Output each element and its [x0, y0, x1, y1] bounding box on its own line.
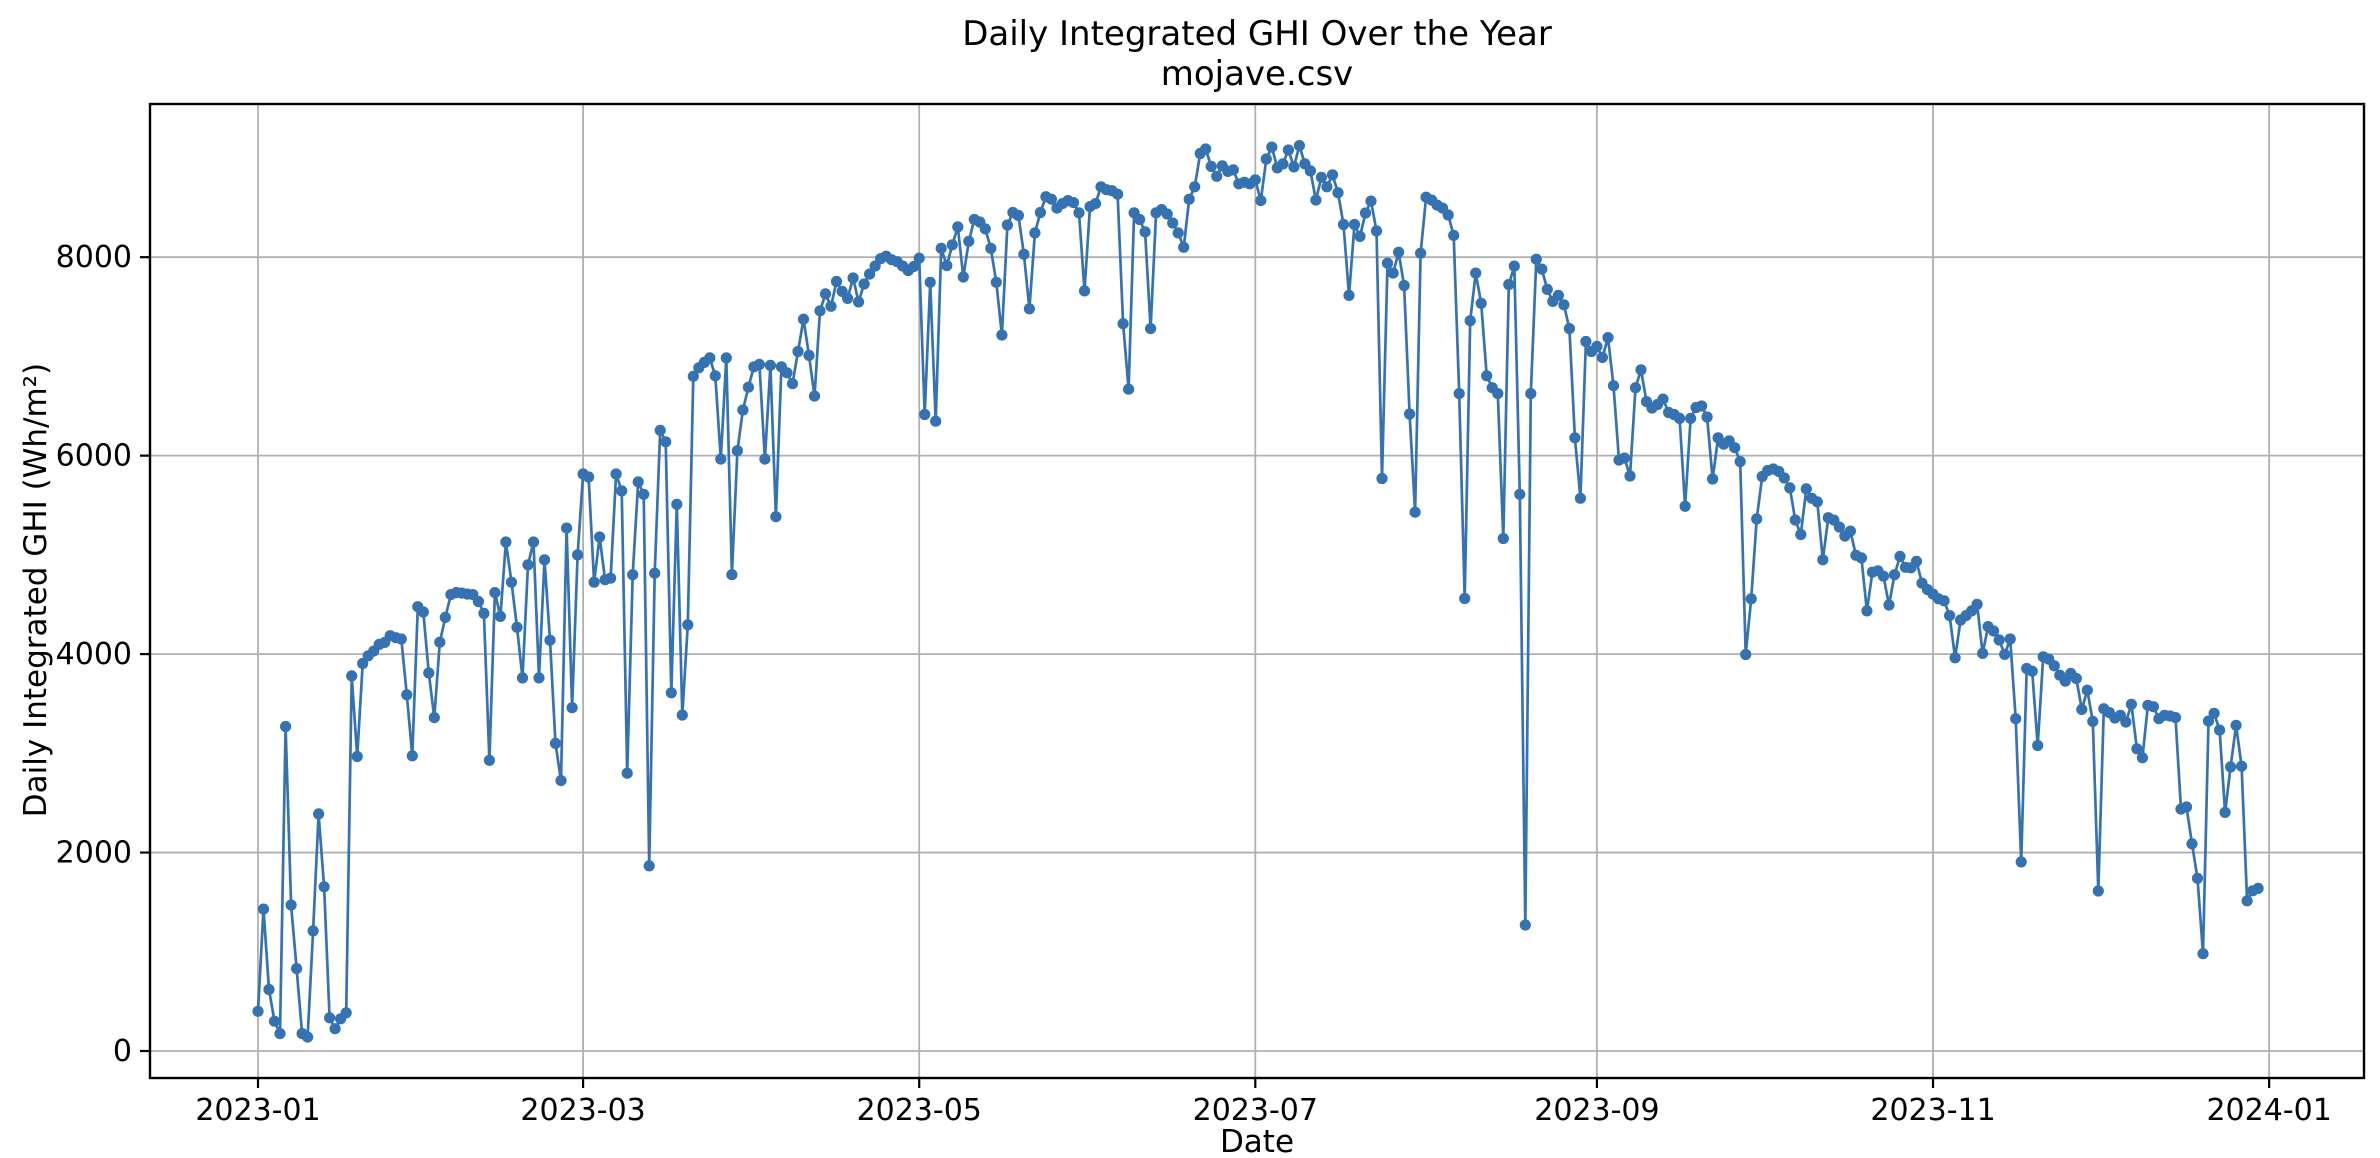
axis-tick-labels: 2023-01 2023-03 2023-05 2023-07 2023-09 2023-… [56, 240, 2332, 1128]
x-tick-label: 2024-01 [2206, 1093, 2331, 1128]
y-tick-label: 4000 [56, 637, 132, 672]
axis-ticks [140, 256, 2271, 1088]
y-tick-label: 8000 [56, 240, 132, 275]
x-axis-label: Date [1219, 1124, 1295, 1158]
x-tick-label: 2023-09 [1534, 1093, 1659, 1128]
y-tick-label: 6000 [56, 439, 132, 474]
y-tick-label: 0 [113, 1034, 132, 1069]
x-tick-label: 2023-05 [857, 1093, 982, 1128]
x-tick-label: 2023-07 [1193, 1093, 1318, 1128]
chart-subtitle: mojave.csv [1160, 54, 1354, 94]
x-tick-label: 2023-01 [195, 1093, 320, 1128]
x-tick-label: 2023-11 [1870, 1093, 1995, 1128]
x-tick-label: 2023-03 [520, 1093, 645, 1128]
axes-spines [148, 102, 2366, 1080]
chart-title: Daily Integrated GHI Over the Year [962, 14, 1552, 54]
data-series-ghi [252, 140, 2264, 1043]
grid-lines [150, 104, 2364, 1078]
y-tick-label: 2000 [56, 836, 132, 871]
